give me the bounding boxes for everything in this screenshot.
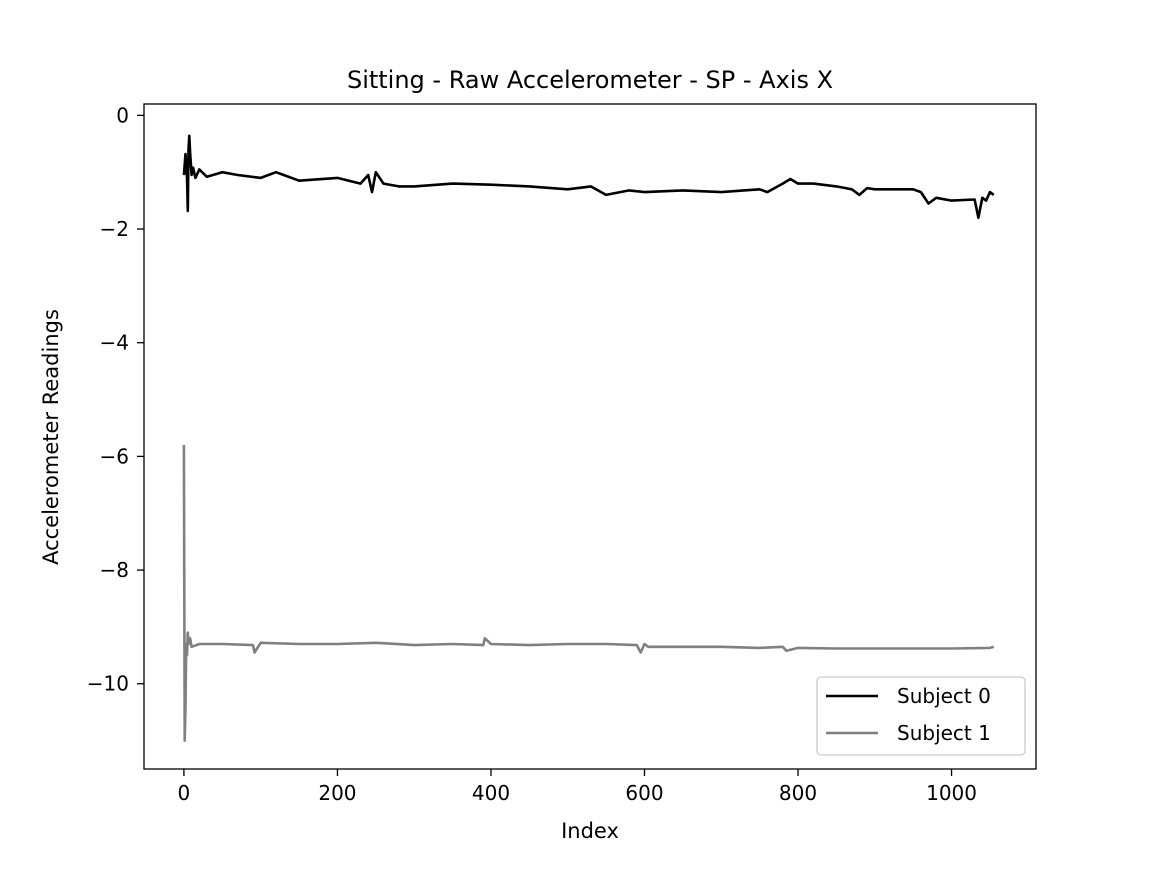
legend: Subject 0 Subject 1	[816, 676, 1026, 756]
chart-title: Sitting - Raw Accelerometer - SP - Axis …	[347, 66, 833, 94]
series-line-1	[182, 444, 995, 742]
x-tick-label: 400	[472, 781, 510, 805]
x-tick-label: 600	[625, 781, 663, 805]
y-tick-label: −2	[100, 217, 129, 241]
y-axis-ticks: 0 −2 −4 −6 −8 −10	[87, 103, 144, 696]
legend-label-0: Subject 0	[897, 684, 991, 708]
x-tick-label: 800	[779, 781, 817, 805]
series-line-0	[182, 134, 995, 219]
x-tick-label: 1000	[926, 781, 977, 805]
y-axis-title: Accelerometer Readings	[39, 309, 63, 565]
legend-label-1: Subject 1	[897, 721, 991, 745]
x-tick-label: 200	[318, 781, 356, 805]
y-tick-label: 0	[116, 103, 129, 127]
y-tick-label: −10	[87, 672, 129, 696]
x-axis-title: Index	[561, 819, 619, 843]
y-tick-label: −6	[100, 444, 129, 468]
x-axis-ticks: 0 200 400 600 800 1000	[178, 769, 977, 805]
y-tick-label: −4	[100, 331, 129, 355]
x-tick-label: 0	[178, 781, 191, 805]
plot-frame	[143, 103, 1037, 770]
y-tick-label: −8	[100, 558, 129, 582]
series-layer	[182, 134, 995, 742]
